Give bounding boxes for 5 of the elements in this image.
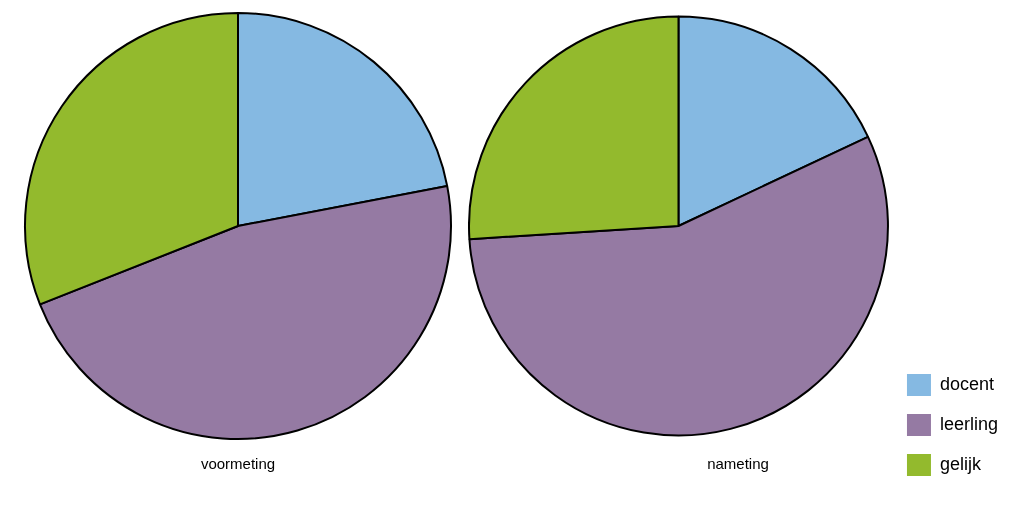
legend-label: leerling: [939, 413, 999, 434]
text: nameting: [707, 455, 769, 473]
legend-label: docent: [939, 373, 995, 394]
text: voormeting: [200, 455, 276, 473]
legend-label: gelijk: [939, 453, 982, 474]
